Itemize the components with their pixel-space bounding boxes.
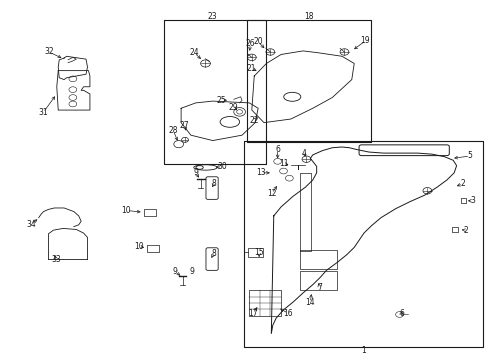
Text: 21: 21 xyxy=(246,64,256,73)
Text: 20: 20 xyxy=(253,37,263,46)
Text: 7: 7 xyxy=(317,283,322,292)
Text: 23: 23 xyxy=(207,12,217,21)
Text: 9: 9 xyxy=(193,168,198,177)
Text: 9: 9 xyxy=(172,267,177,276)
Text: 19: 19 xyxy=(360,36,369,45)
Text: 12: 12 xyxy=(266,189,276,198)
Text: 24: 24 xyxy=(189,48,199,57)
Text: 11: 11 xyxy=(278,159,287,168)
Text: 13: 13 xyxy=(256,168,265,177)
Text: 17: 17 xyxy=(247,309,257,318)
Text: 3: 3 xyxy=(469,196,474,205)
Text: 6: 6 xyxy=(275,145,280,154)
Text: 14: 14 xyxy=(305,298,314,307)
Text: 8: 8 xyxy=(211,179,216,188)
Text: 18: 18 xyxy=(304,12,313,21)
Text: 4: 4 xyxy=(301,149,306,158)
Text: 30: 30 xyxy=(217,162,227,171)
Text: 15: 15 xyxy=(254,248,264,257)
Text: 16: 16 xyxy=(283,309,293,318)
Text: 27: 27 xyxy=(180,121,189,130)
Text: 5: 5 xyxy=(467,152,472,161)
Text: 1: 1 xyxy=(361,346,366,355)
Text: 8: 8 xyxy=(211,249,216,258)
Text: 34: 34 xyxy=(26,220,36,229)
Text: 33: 33 xyxy=(51,256,61,265)
Text: 25: 25 xyxy=(216,95,226,104)
Text: 29: 29 xyxy=(228,103,238,112)
Text: 22: 22 xyxy=(249,116,259,125)
Text: 2: 2 xyxy=(460,179,465,188)
Text: 26: 26 xyxy=(245,39,255,48)
Text: 9: 9 xyxy=(189,267,194,276)
Text: 2: 2 xyxy=(462,226,467,235)
Text: 28: 28 xyxy=(168,126,178,135)
Text: 10: 10 xyxy=(134,242,143,251)
Text: 32: 32 xyxy=(44,48,54,57)
Text: 6: 6 xyxy=(398,309,403,318)
Text: 10: 10 xyxy=(122,206,131,215)
Text: 31: 31 xyxy=(38,108,48,117)
